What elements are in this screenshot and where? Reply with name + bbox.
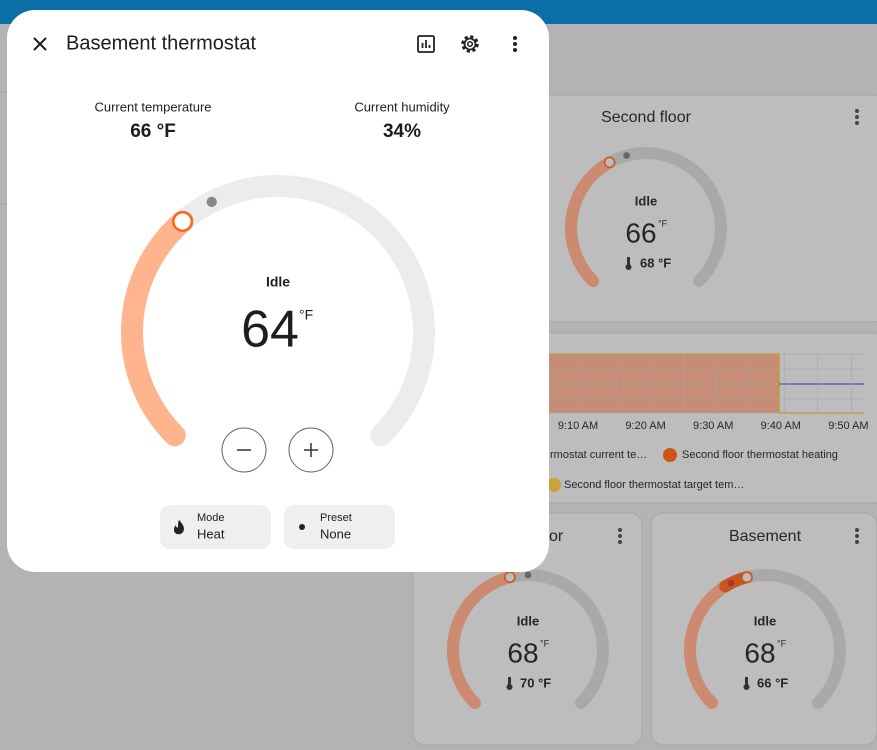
gauge-active (121, 210, 194, 447)
card-title: Basement (729, 528, 802, 545)
thermometer-icon (743, 677, 750, 690)
legend-marker (547, 478, 561, 492)
thermometer-icon (506, 677, 513, 690)
card-title: or (549, 528, 564, 545)
x-tick-label: 9:20 AM (625, 420, 665, 432)
gauge-handle (741, 571, 753, 584)
dialog (7, 10, 549, 572)
attribute-value: 34% (383, 121, 421, 142)
menu-icon[interactable] (618, 528, 622, 544)
gauge-active (565, 156, 616, 288)
decrease-button[interactable] (221, 427, 267, 473)
current-dot (524, 571, 532, 579)
gauge (447, 569, 609, 710)
heating-area (549, 354, 779, 413)
chip-value: Heat (197, 526, 225, 541)
target-temperature: 66 (625, 217, 656, 248)
gauge-handle (172, 210, 194, 232)
current-temperature: 70 °F (520, 675, 551, 690)
current-dot (727, 579, 735, 587)
close-button[interactable] (33, 37, 47, 51)
target-temperature: 64 (241, 301, 299, 359)
card-title: Second floor (601, 109, 692, 126)
status: Idle (517, 613, 539, 628)
unit: °F (540, 638, 550, 648)
x-tick-label: 9:40 AM (761, 420, 801, 432)
legend-label[interactable]: Second floor thermostat target tem… (564, 479, 744, 491)
history-chart (548, 353, 864, 414)
gauge[interactable] (121, 175, 435, 447)
chip-value: None (320, 526, 351, 541)
history-button[interactable] (417, 35, 435, 53)
current-temperature: 66 °F (757, 675, 788, 690)
increase-button[interactable] (288, 427, 334, 473)
menu-icon[interactable] (855, 109, 859, 125)
preset-chip[interactable] (284, 505, 395, 549)
settings-button[interactable] (461, 35, 479, 53)
gauge-handle (504, 571, 516, 584)
more-button[interactable] (513, 36, 517, 52)
target-temperature: 68 (507, 637, 538, 668)
legend-label[interactable]: rmostat current te… (550, 449, 647, 461)
attribute-label: Current humidity (354, 99, 450, 114)
x-tick-label: 9:30 AM (693, 420, 733, 432)
mode-chip[interactable] (160, 505, 271, 549)
legend-label[interactable]: Second floor thermostat heating (682, 449, 838, 461)
x-tick-label: 9:10 AM (558, 420, 598, 432)
unit: °F (777, 638, 787, 648)
gauge (565, 147, 727, 288)
gauge (684, 569, 846, 710)
x-tick-label: 9:50 AM (828, 420, 868, 432)
current-dot (623, 152, 630, 159)
gauge-handle (603, 156, 616, 169)
menu-icon[interactable] (855, 528, 859, 544)
legend-marker (663, 448, 677, 462)
card[interactable] (650, 512, 877, 746)
unit: °F (299, 307, 313, 323)
status: Idle (754, 613, 776, 628)
dialog-title: Basement thermostat (66, 32, 257, 54)
chip-label: Mode (197, 512, 225, 524)
target-temperature: 68 (744, 637, 775, 668)
attribute-value: 66 °F (130, 121, 176, 142)
chip-label: Preset (320, 512, 352, 524)
current-dot (206, 196, 217, 208)
current-temperature: 68 °F (640, 255, 671, 270)
thermometer-icon (625, 257, 632, 270)
status: Idle (635, 193, 657, 208)
attribute-label: Current temperature (94, 99, 211, 114)
gauge-active (447, 571, 516, 710)
unit: °F (658, 218, 668, 228)
status: Idle (266, 274, 290, 290)
